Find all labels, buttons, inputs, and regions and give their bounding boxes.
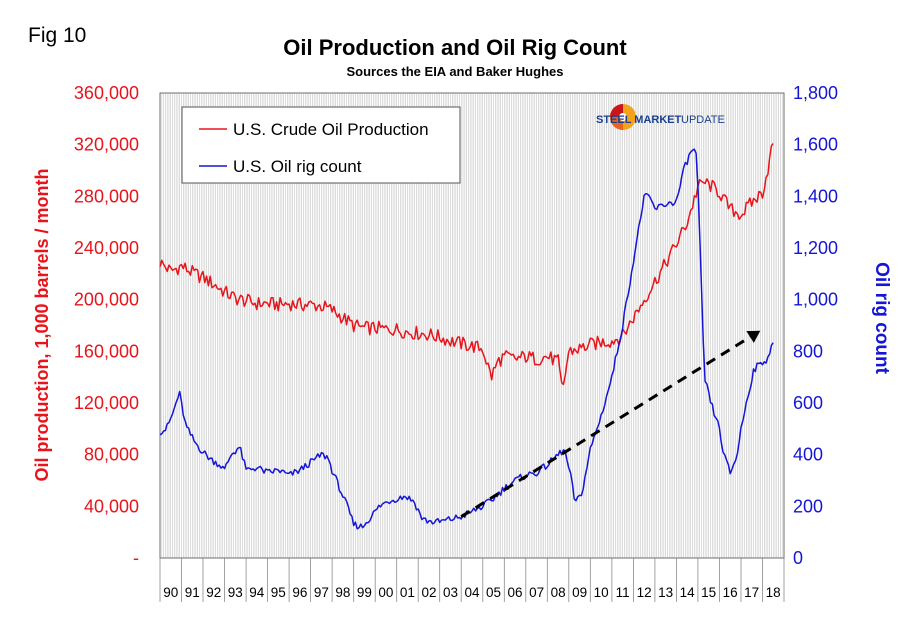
left-axis-title: Oil production, 1,000 barrels / month [32, 168, 52, 481]
right-axis-ticks: 0 200 400 600 800 1,000 1,200 1,400 1,600 1,800 [793, 83, 838, 568]
left-tick-label: 200,000 [74, 290, 139, 310]
x-tick-label: 94 [249, 585, 265, 600]
x-tick-label: 99 [357, 585, 372, 600]
right-tick-label: 600 [793, 393, 823, 413]
left-tick-label: 120,000 [74, 393, 139, 413]
x-tick-label: 09 [572, 585, 587, 600]
trend-arrow-line [460, 335, 751, 518]
x-tick-label: 12 [637, 585, 652, 600]
chart-subtitle: Sources the EIA and Baker Hughes [347, 64, 564, 79]
series-line-rig-count [159, 148, 774, 530]
logo-brand-text: STEEL MARKET [596, 114, 682, 126]
x-tick-label: 11 [616, 585, 630, 600]
left-tick-label: 360,000 [74, 83, 139, 103]
x-tick-label: 01 [400, 585, 415, 600]
left-tick-label: 280,000 [74, 186, 139, 206]
chart-title: Oil Production and Oil Rig Count [283, 35, 627, 60]
legend: U.S. Crude Oil Production U.S. Oil rig c… [181, 106, 461, 184]
x-tick-label: 17 [744, 585, 759, 600]
x-tick-label: 03 [443, 585, 458, 600]
left-tick-label: 160,000 [74, 341, 139, 361]
x-tick-label: 91 [185, 585, 200, 600]
plot-border [159, 92, 785, 559]
steel-market-update-logo: STEEL MARKET UPDATE [596, 104, 725, 130]
x-tick-label: 02 [421, 585, 436, 600]
x-tick-label: 93 [228, 585, 243, 600]
right-tick-label: 1,200 [793, 238, 838, 258]
right-tick-label: 400 [793, 445, 823, 465]
x-tick-label: 95 [271, 585, 286, 600]
x-tick-label: 13 [658, 585, 673, 600]
x-tick-label: 16 [723, 585, 738, 600]
left-tick-label: 40,000 [84, 496, 139, 516]
x-tick-label: 06 [507, 585, 522, 600]
x-tick-label: 07 [529, 585, 544, 600]
right-tick-label: 800 [793, 341, 823, 361]
x-tick-label: 05 [486, 585, 501, 600]
x-tick-label: 15 [701, 585, 716, 600]
x-axis-ticks: 90 91 92 93 94 95 96 97 98 99 00 01 02 03 04 05 06 07 08 09… [159, 558, 785, 602]
series-line-oil-production [159, 143, 774, 386]
annotation-layer [460, 330, 761, 518]
x-tick-label: 18 [766, 585, 781, 600]
left-tick-label: 320,000 [74, 135, 139, 155]
right-tick-label: 1,400 [793, 186, 838, 206]
legend-label-production: U.S. Crude Oil Production [233, 120, 429, 139]
left-tick-label: - [133, 548, 139, 568]
x-tick-label: 10 [594, 585, 609, 600]
legend-box [181, 106, 461, 184]
right-tick-label: 1,800 [793, 83, 838, 103]
x-tick-label: 08 [551, 585, 566, 600]
x-tick-label: 92 [206, 585, 221, 600]
right-tick-label: 0 [793, 548, 803, 568]
x-tick-label: 97 [314, 585, 329, 600]
trend-arrow-head [746, 330, 761, 343]
x-tick-label: 90 [163, 585, 178, 600]
x-tick-label: 14 [680, 585, 696, 600]
series-layer [159, 143, 774, 530]
right-tick-label: 1,000 [793, 290, 838, 310]
logo-suffix-text: UPDATE [681, 114, 725, 126]
left-tick-label: 240,000 [74, 238, 139, 258]
right-tick-label: 1,600 [793, 135, 838, 155]
x-tick-label: 00 [378, 585, 393, 600]
x-tick-label: 04 [464, 585, 480, 600]
logo-swirl-icon [610, 104, 636, 130]
left-tick-label: 80,000 [84, 445, 139, 465]
figure-label: Fig 10 [28, 24, 86, 47]
x-tick-label: 96 [292, 585, 307, 600]
x-tick-label: 98 [335, 585, 350, 600]
legend-label-rig-count: U.S. Oil rig count [233, 157, 362, 176]
right-tick-label: 200 [793, 496, 823, 516]
left-axis-ticks: - 40,000 80,000 120,000 160,000 200,000 240,00… [74, 83, 139, 568]
right-axis-title: Oil rig count [871, 262, 892, 375]
